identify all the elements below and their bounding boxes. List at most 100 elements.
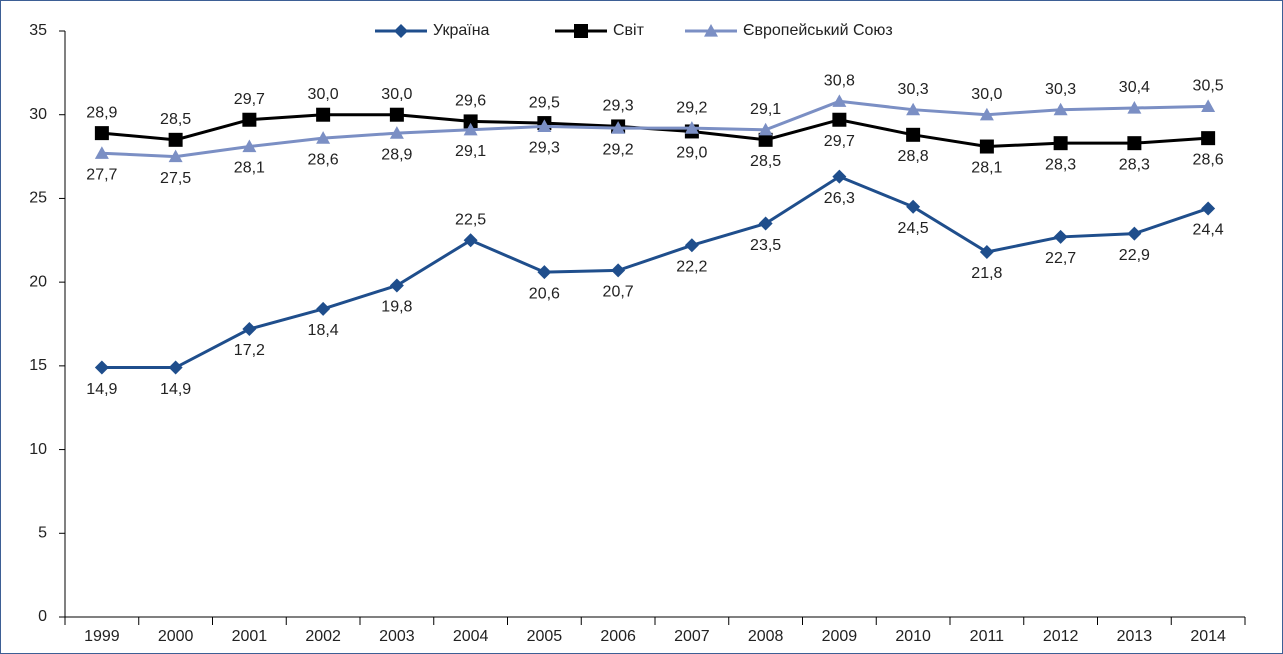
marker [979,139,994,154]
marker [463,233,478,248]
data-label: 20,6 [529,285,560,302]
marker [168,149,183,163]
marker [389,107,404,122]
legend-label: Україна [433,22,490,39]
marker [537,119,552,133]
marker [1127,101,1142,114]
data-label: 26,3 [824,190,855,207]
data-label: 29,3 [529,140,560,157]
legend-label: Європейський Союз [743,22,893,39]
marker [1201,131,1216,146]
marker [1127,226,1142,241]
legend-label: Світ [613,22,645,39]
x-tick-label: 2005 [527,628,563,645]
marker [574,24,588,38]
data-label: 29,2 [603,141,634,158]
marker [906,102,921,116]
data-label: 30,0 [971,86,1002,103]
data-label: 30,3 [1045,81,1076,98]
marker [168,132,183,147]
marker [758,122,773,136]
y-tick-label: 25 [29,190,47,207]
marker [94,146,109,159]
marker [463,122,478,136]
marker [1201,201,1216,216]
data-label: 28,1 [971,160,1002,177]
marker [979,107,994,121]
marker [1053,229,1068,244]
marker [94,126,109,141]
data-label: 30,8 [824,73,855,90]
marker [1053,136,1068,151]
marker [832,169,847,184]
data-label: 24,5 [898,220,929,237]
marker [832,112,847,127]
marker [1053,102,1068,116]
data-label: 28,5 [750,153,781,170]
marker [316,107,331,122]
data-label: 22,2 [676,259,707,276]
x-tick-label: 2011 [970,628,1005,645]
marker [832,94,847,107]
x-tick-label: 2003 [379,628,415,645]
marker [316,131,331,144]
data-label: 24,4 [1193,222,1224,239]
data-label: 30,0 [308,86,339,103]
data-label: 28,3 [1119,156,1150,173]
series-line [101,99,1209,159]
data-label: 21,8 [971,265,1002,282]
x-tick-label: 2013 [1117,628,1153,645]
x-tick-label: 2008 [748,628,784,645]
x-tick-label: 2006 [600,628,636,645]
data-label: 22,7 [1045,250,1076,267]
data-label: 30,4 [1119,79,1150,96]
x-tick-label: 2004 [453,628,489,645]
data-label: 28,9 [86,104,117,121]
data-label: 22,9 [1119,247,1150,264]
data-label: 28,9 [381,146,412,163]
marker [906,199,921,214]
data-label: 29,1 [455,143,486,160]
data-label: 17,2 [234,342,265,359]
x-tick-label: 2014 [1190,628,1226,645]
x-tick-label: 2010 [895,628,931,645]
data-label: 30,3 [898,81,929,98]
marker [463,114,478,129]
marker [758,132,773,147]
marker [242,112,257,127]
data-label: 29,0 [676,145,707,162]
y-tick-label: 10 [29,441,47,458]
marker [316,301,331,316]
data-label: 28,6 [1193,151,1224,168]
data-label: 28,5 [160,111,191,128]
series-line [101,113,1209,149]
marker [394,24,408,38]
data-label: 29,5 [529,94,560,111]
data-label: 30,0 [381,86,412,103]
marker [1127,136,1142,151]
y-tick-label: 30 [29,106,47,123]
x-tick-label: 2007 [674,628,710,645]
data-label: 29,2 [676,99,707,116]
data-label: 28,6 [308,151,339,168]
data-label: 23,5 [750,237,781,254]
data-label: 28,8 [898,148,929,165]
data-label: 29,7 [234,91,265,108]
data-label: 22,5 [455,212,486,229]
data-label: 29,7 [824,133,855,150]
marker [389,126,404,139]
x-tick-label: 2001 [232,628,268,645]
marker [979,245,994,260]
y-tick-label: 5 [38,525,47,542]
x-tick-label: 2012 [1043,628,1079,645]
data-label: 28,3 [1045,156,1076,173]
marker [684,238,699,253]
marker [168,360,183,375]
x-tick-label: 2000 [158,628,194,645]
data-label: 28,1 [234,160,265,177]
data-label: 29,3 [603,98,634,115]
data-label: 14,9 [86,381,117,398]
marker [242,322,257,337]
x-tick-label: 1999 [84,628,120,645]
